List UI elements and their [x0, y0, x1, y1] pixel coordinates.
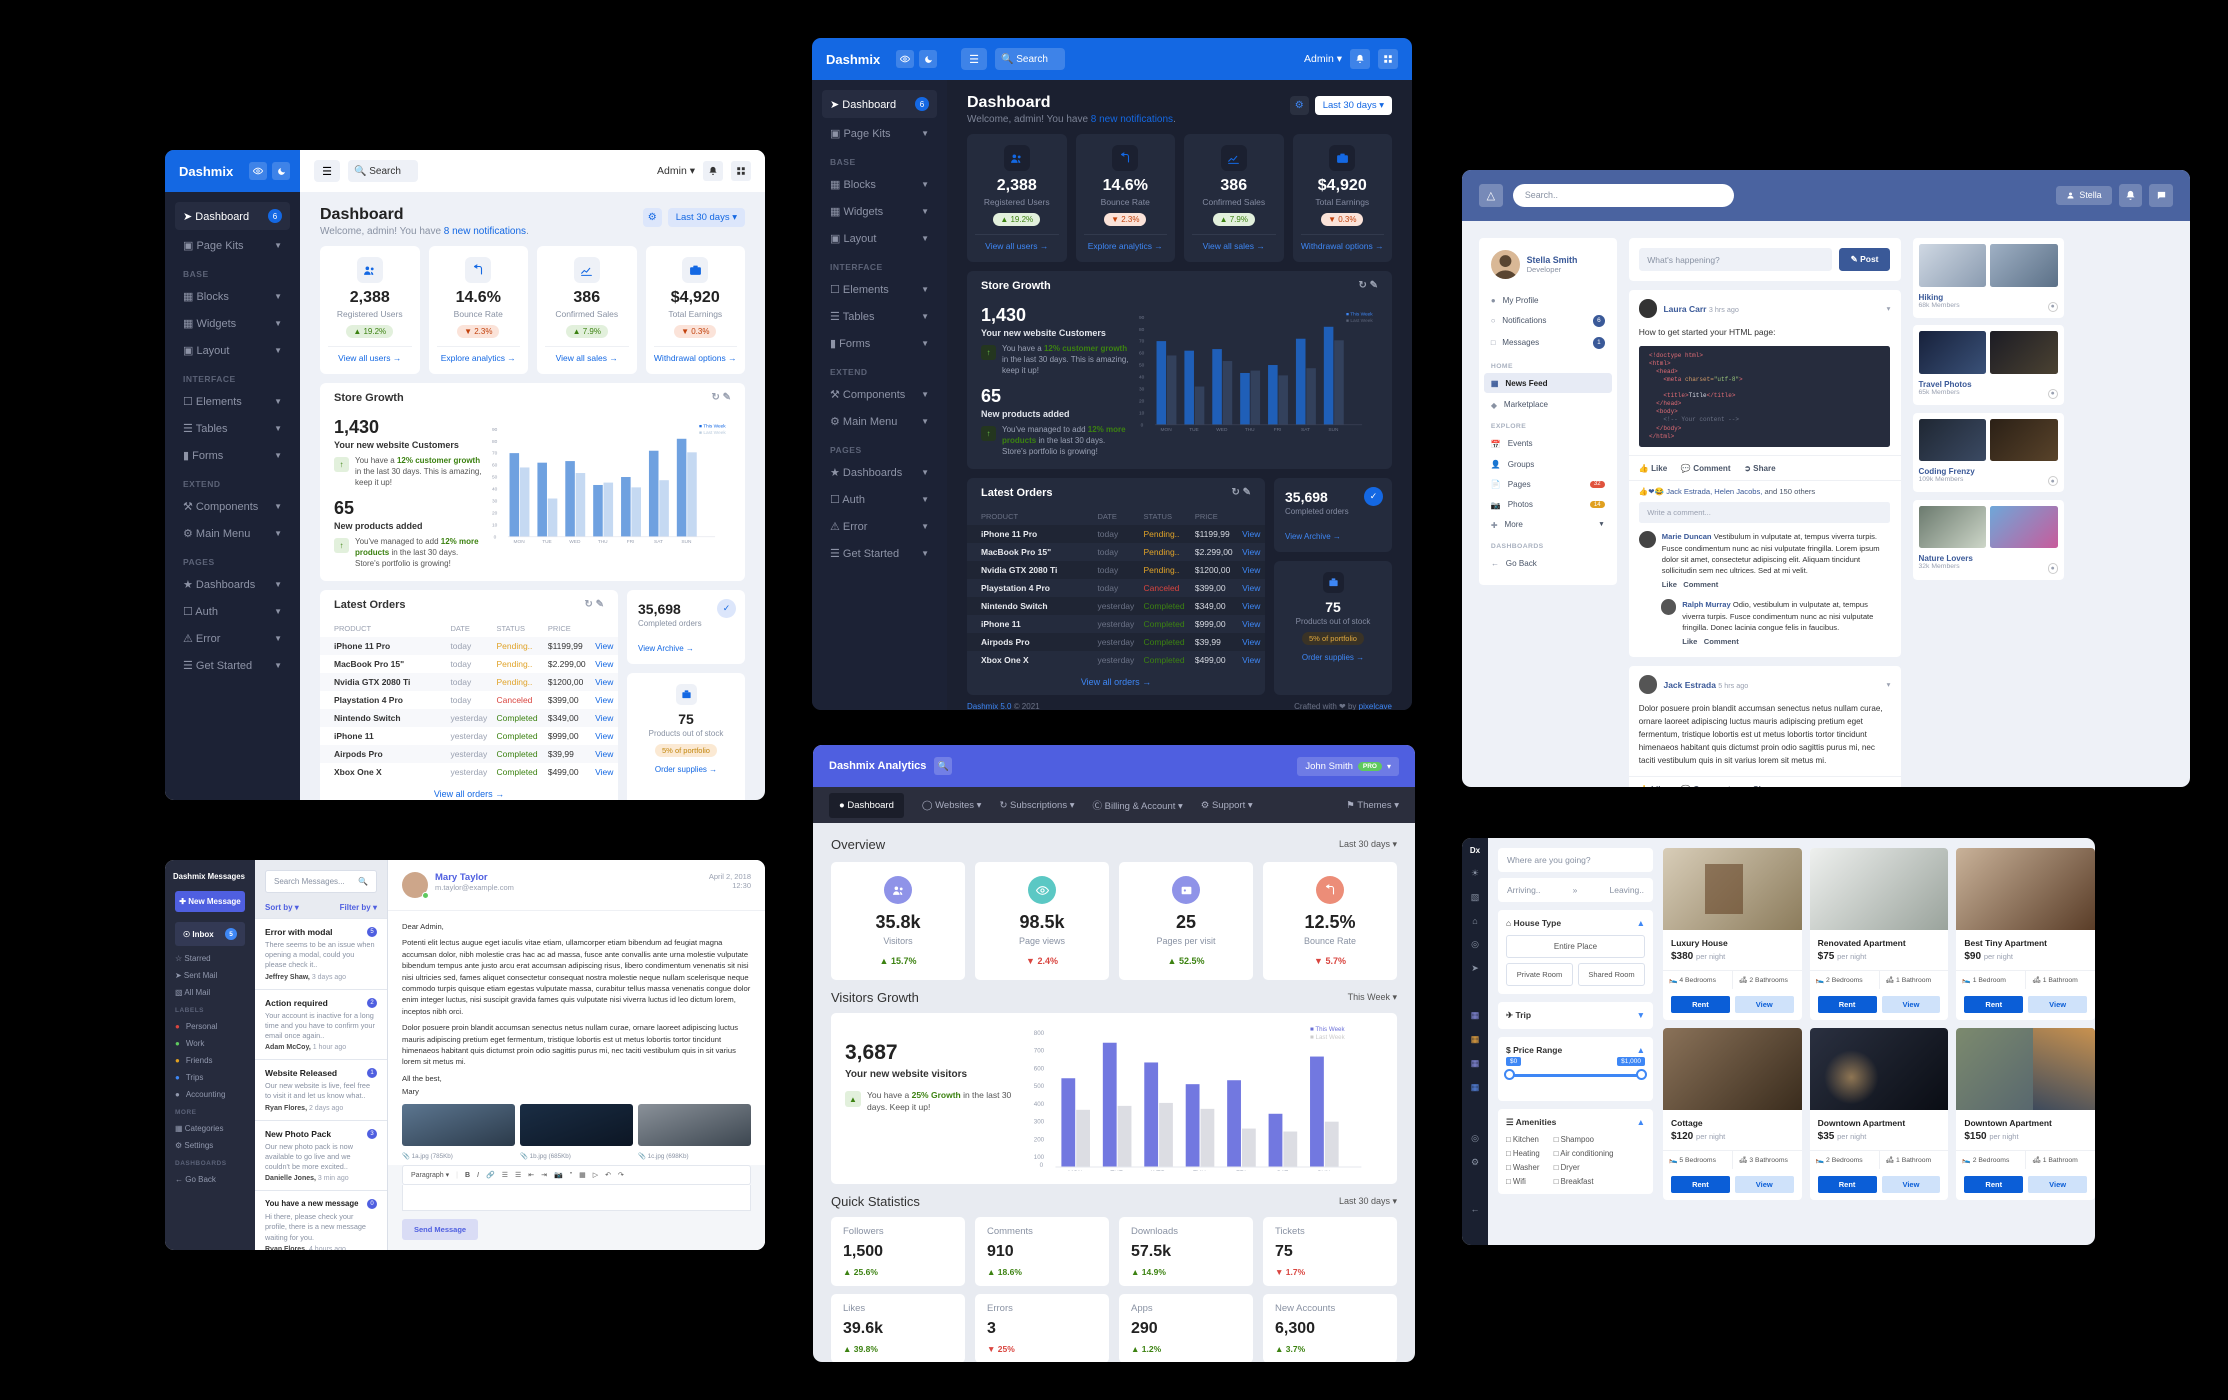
svg-text:FRI: FRI	[627, 539, 635, 545]
svg-text:90: 90	[492, 427, 498, 433]
svg-text:30: 30	[492, 499, 498, 505]
svg-text:THU: THU	[1245, 427, 1255, 433]
svg-text:10: 10	[1139, 410, 1145, 416]
svg-text:20: 20	[492, 510, 498, 516]
svg-text:80: 80	[1139, 327, 1145, 333]
svg-text:700: 700	[1034, 1048, 1045, 1055]
svg-text:SUN: SUN	[681, 539, 692, 545]
svg-text:SUN: SUN	[1317, 1170, 1330, 1171]
svg-text:600: 600	[1034, 1065, 1045, 1072]
svg-text:SUN: SUN	[1328, 427, 1339, 433]
svg-text:■ This Week: ■ This Week	[699, 424, 726, 430]
svg-text:100: 100	[1034, 1154, 1045, 1161]
svg-text:30: 30	[1139, 387, 1145, 393]
svg-text:TUE: TUE	[1110, 1170, 1122, 1171]
svg-text:■ This Week: ■ This Week	[1310, 1026, 1345, 1033]
svg-text:0: 0	[494, 534, 497, 540]
svg-text:70: 70	[492, 451, 498, 457]
svg-text:70: 70	[1139, 339, 1145, 345]
svg-text:WED: WED	[569, 539, 581, 545]
svg-text:WED: WED	[1151, 1170, 1166, 1171]
svg-text:500: 500	[1034, 1083, 1045, 1090]
svg-text:FRI: FRI	[1236, 1170, 1246, 1171]
svg-text:20: 20	[1139, 398, 1145, 404]
svg-text:80: 80	[492, 439, 498, 445]
svg-text:0: 0	[1040, 1162, 1044, 1169]
svg-text:0: 0	[1141, 422, 1144, 428]
svg-text:THU: THU	[1193, 1170, 1206, 1171]
svg-text:200: 200	[1034, 1136, 1045, 1143]
svg-text:50: 50	[1139, 363, 1145, 369]
svg-text:800: 800	[1034, 1030, 1045, 1037]
svg-text:40: 40	[492, 487, 498, 493]
svg-text:10: 10	[492, 522, 498, 528]
svg-text:TUE: TUE	[1189, 427, 1199, 433]
svg-text:■ Last Week: ■ Last Week	[699, 430, 726, 436]
svg-text:■ Last Week: ■ Last Week	[1310, 1034, 1346, 1041]
svg-text:■ This Week: ■ This Week	[1346, 312, 1373, 318]
svg-text:THU: THU	[598, 539, 608, 545]
svg-text:MON: MON	[1161, 427, 1173, 433]
svg-text:400: 400	[1034, 1101, 1045, 1108]
svg-text:■ Last Week: ■ Last Week	[1346, 318, 1373, 324]
svg-text:TUE: TUE	[542, 539, 552, 545]
svg-text:50: 50	[492, 475, 498, 481]
svg-text:90: 90	[1139, 315, 1145, 321]
svg-text:SAT: SAT	[654, 539, 663, 545]
svg-text:WED: WED	[1216, 427, 1228, 433]
svg-text:MON: MON	[1068, 1170, 1082, 1171]
svg-text:60: 60	[492, 463, 498, 469]
svg-text:MON: MON	[514, 539, 526, 545]
svg-text:60: 60	[1139, 351, 1145, 357]
svg-text:FRI: FRI	[1274, 427, 1282, 433]
svg-text:300: 300	[1034, 1119, 1045, 1126]
svg-text:SAT: SAT	[1301, 427, 1310, 433]
svg-text:40: 40	[1139, 375, 1145, 381]
svg-text:SAT: SAT	[1277, 1170, 1289, 1171]
